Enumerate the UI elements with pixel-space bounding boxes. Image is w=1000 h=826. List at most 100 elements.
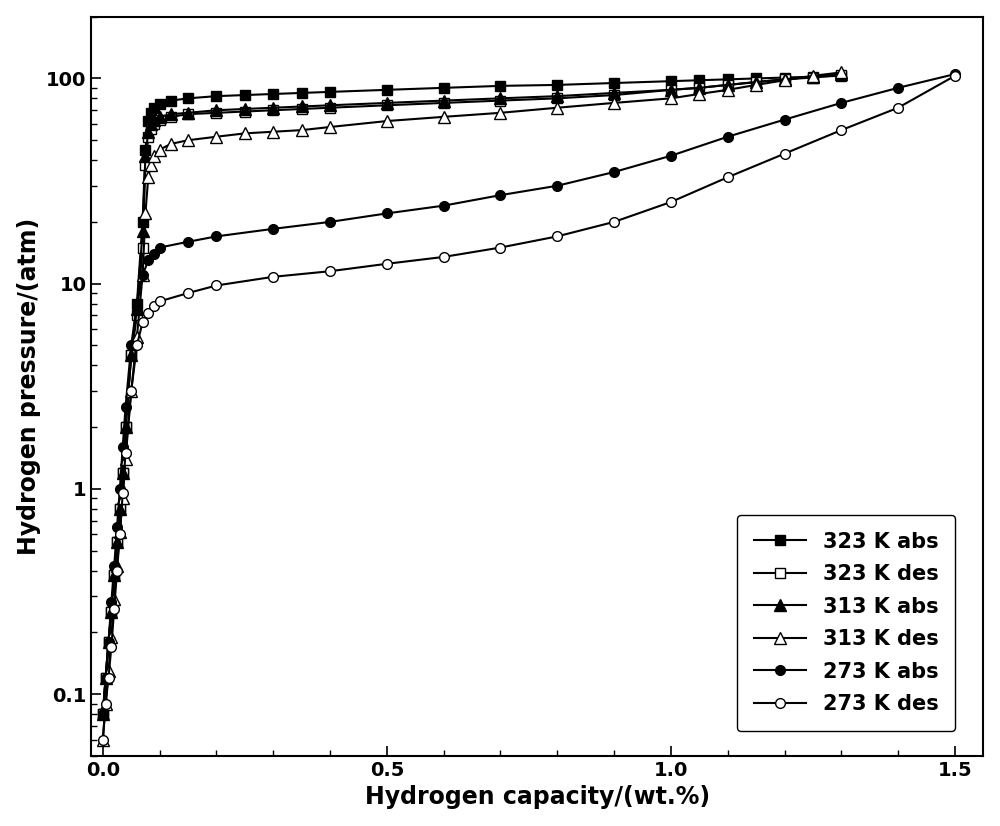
- 273 K des: [131, 340, 143, 350]
- 313 K des: [210, 132, 222, 142]
- 313 K des: [182, 135, 194, 145]
- 313 K abs: [551, 91, 563, 101]
- 323 K abs: [105, 607, 117, 617]
- Line: 273 K abs: 273 K abs: [98, 69, 960, 719]
- 323 K des: [210, 108, 222, 118]
- 273 K abs: [97, 709, 109, 719]
- 313 K des: [103, 666, 115, 676]
- 313 K abs: [494, 93, 506, 103]
- 323 K abs: [267, 89, 279, 99]
- 323 K abs: [210, 91, 222, 101]
- 273 K des: [608, 217, 620, 227]
- 323 K abs: [103, 637, 115, 647]
- 313 K des: [108, 594, 120, 604]
- 313 K abs: [665, 85, 677, 95]
- 313 K des: [142, 173, 154, 183]
- 313 K abs: [239, 104, 251, 114]
- 273 K abs: [182, 237, 194, 247]
- 273 K des: [111, 566, 123, 576]
- 273 K des: [722, 173, 734, 183]
- 323 K abs: [142, 116, 154, 126]
- 323 K abs: [139, 145, 151, 154]
- 273 K des: [125, 386, 137, 396]
- 313 K des: [131, 332, 143, 342]
- 313 K abs: [131, 304, 143, 314]
- 313 K des: [137, 270, 149, 280]
- 313 K des: [551, 102, 563, 112]
- 273 K abs: [131, 299, 143, 309]
- Line: 313 K abs: 313 K abs: [97, 69, 847, 719]
- 273 K abs: [103, 637, 115, 647]
- 313 K des: [117, 493, 129, 503]
- 273 K abs: [892, 83, 904, 93]
- 323 K des: [722, 80, 734, 90]
- 313 K abs: [210, 105, 222, 115]
- 323 K abs: [750, 74, 762, 83]
- 323 K des: [154, 115, 166, 125]
- 313 K des: [139, 208, 151, 218]
- 313 K abs: [117, 468, 129, 477]
- 273 K abs: [154, 243, 166, 253]
- 273 K abs: [108, 562, 120, 572]
- 273 K abs: [835, 98, 847, 108]
- 313 K abs: [108, 570, 120, 580]
- 313 K abs: [182, 108, 194, 118]
- 313 K des: [125, 386, 137, 396]
- 273 K abs: [114, 484, 126, 494]
- 313 K abs: [125, 350, 137, 360]
- 273 K abs: [665, 151, 677, 161]
- 323 K abs: [125, 350, 137, 360]
- 273 K abs: [381, 208, 393, 218]
- 273 K des: [103, 673, 115, 683]
- 323 K des: [693, 83, 705, 93]
- 323 K des: [100, 673, 112, 683]
- 323 K des: [148, 119, 160, 129]
- 323 K abs: [117, 468, 129, 477]
- 273 K abs: [120, 402, 132, 412]
- 323 K abs: [148, 102, 160, 112]
- 273 K des: [105, 642, 117, 652]
- 273 K des: [381, 259, 393, 268]
- 273 K abs: [949, 69, 961, 79]
- 323 K abs: [111, 537, 123, 547]
- 323 K des: [165, 112, 177, 121]
- 273 K des: [108, 604, 120, 614]
- 313 K abs: [137, 226, 149, 236]
- 323 K abs: [239, 90, 251, 100]
- 323 K abs: [807, 72, 819, 82]
- 273 K des: [949, 71, 961, 81]
- Y-axis label: Hydrogen pressure/(atm): Hydrogen pressure/(atm): [17, 218, 41, 555]
- 313 K abs: [105, 607, 117, 617]
- 273 K des: [551, 231, 563, 241]
- 323 K des: [551, 93, 563, 103]
- 323 K des: [296, 104, 308, 114]
- 273 K abs: [551, 181, 563, 191]
- 313 K abs: [142, 126, 154, 136]
- 323 K des: [267, 105, 279, 115]
- 313 K des: [438, 112, 450, 121]
- 313 K abs: [139, 151, 151, 161]
- 323 K des: [665, 85, 677, 95]
- 313 K abs: [114, 504, 126, 514]
- 323 K des: [145, 124, 157, 134]
- 313 K des: [165, 139, 177, 149]
- 273 K des: [665, 197, 677, 207]
- 273 K des: [117, 488, 129, 498]
- 313 K des: [779, 75, 791, 85]
- 323 K des: [120, 422, 132, 432]
- 273 K des: [114, 529, 126, 539]
- 313 K abs: [165, 109, 177, 119]
- 313 K abs: [779, 74, 791, 84]
- 313 K abs: [438, 96, 450, 106]
- 273 K des: [494, 243, 506, 253]
- 323 K abs: [608, 78, 620, 88]
- 313 K des: [120, 454, 132, 464]
- 313 K abs: [296, 102, 308, 112]
- 313 K des: [97, 734, 109, 744]
- 273 K des: [182, 288, 194, 298]
- 313 K abs: [750, 77, 762, 87]
- 273 K des: [100, 699, 112, 709]
- 313 K abs: [100, 673, 112, 683]
- 323 K abs: [100, 673, 112, 683]
- 273 K abs: [137, 270, 149, 280]
